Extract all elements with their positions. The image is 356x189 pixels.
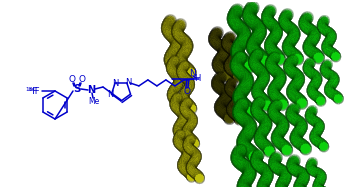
Text: O: O <box>68 75 75 84</box>
Text: ¹⁸F: ¹⁸F <box>26 87 38 95</box>
Text: N: N <box>112 79 118 88</box>
Text: N: N <box>87 85 95 95</box>
Text: O: O <box>79 75 85 84</box>
Text: O: O <box>183 87 190 96</box>
Text: ¹⁸F: ¹⁸F <box>28 87 40 95</box>
Text: H: H <box>194 74 200 83</box>
Text: S: S <box>73 84 81 94</box>
Text: N: N <box>125 78 131 87</box>
Text: N: N <box>107 90 114 99</box>
Text: N: N <box>189 69 196 78</box>
Text: Me: Me <box>88 97 100 105</box>
